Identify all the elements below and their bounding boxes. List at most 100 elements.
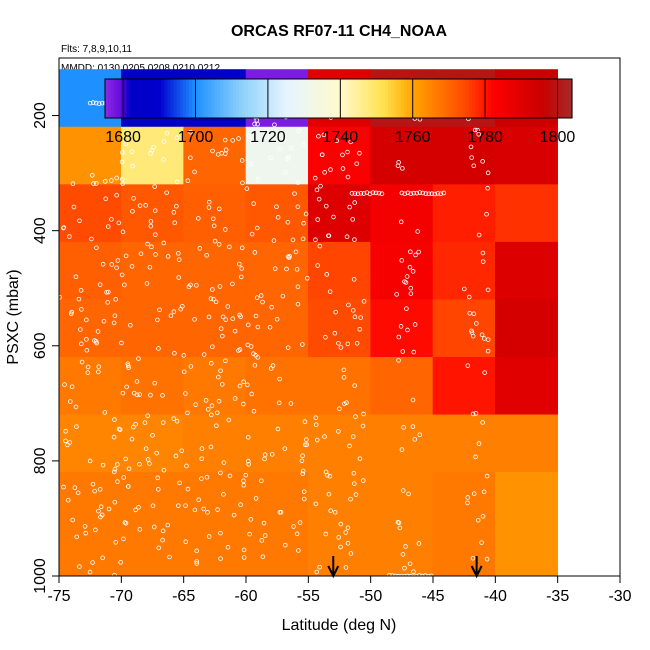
sample-point [215, 152, 221, 157]
sample-point [137, 527, 143, 532]
sample-point [323, 203, 329, 209]
sample-point [269, 304, 274, 310]
heatmap-cell-5-1 [121, 356, 184, 416]
colorbar-segment [282, 79, 287, 118]
sample-point [206, 199, 212, 205]
sample-point [165, 254, 171, 259]
sample-point [340, 152, 345, 158]
colorbar-segment [391, 79, 396, 118]
sample-point [143, 446, 149, 451]
colorbar-segment [466, 79, 470, 118]
sample-point [267, 324, 273, 330]
heatmap-cell-1-3 [245, 126, 309, 185]
colorbar-segment [335, 79, 340, 118]
heatmap-cell-2-7 [495, 184, 558, 243]
sample-point [216, 398, 222, 404]
colorbar-segment [332, 79, 336, 118]
sample-point [249, 231, 255, 237]
sample-point [395, 519, 401, 525]
colorbar-segment [329, 79, 333, 118]
sample-point [160, 420, 166, 425]
colorbar-segment [416, 79, 421, 118]
sample-point [272, 122, 277, 128]
sample-point [379, 191, 385, 197]
sample-point [285, 219, 291, 225]
heatmap-cell-1-7 [495, 126, 558, 185]
sample-point [113, 540, 119, 545]
sample-point [326, 491, 332, 497]
sample-point [328, 167, 333, 172]
sample-point [484, 211, 489, 217]
sample-point [184, 463, 189, 469]
sample-point [412, 322, 418, 327]
heatmap-cell-2-4 [308, 184, 371, 243]
colorbar-segment [453, 79, 458, 118]
colorbar-segment [419, 79, 424, 118]
heatmap-cell-2-3 [245, 184, 309, 243]
sample-point [319, 152, 325, 158]
heatmap-cell-6-2 [183, 414, 247, 473]
heatmap-cell-3-0 [58, 241, 122, 301]
sample-point [119, 176, 125, 182]
sample-point [465, 363, 471, 368]
colorbar-segment [313, 79, 318, 118]
colorbar-segment [428, 79, 433, 118]
sample-point [340, 166, 346, 171]
sample-point [69, 384, 75, 389]
colorbar-segment [531, 79, 536, 118]
sample-point [341, 375, 347, 380]
colorbar-segment [307, 79, 312, 118]
y-tick-label: 800 [32, 447, 49, 474]
colorbar-segment [568, 79, 573, 118]
sample-point [153, 252, 158, 257]
sample-point [296, 548, 301, 553]
sample-point [237, 383, 243, 389]
sample-point [199, 446, 205, 451]
y-axis: 200 400 600 800 1000 [32, 102, 59, 594]
sample-point [150, 433, 155, 438]
colorbar-segment [403, 79, 408, 118]
colorbar-segment [182, 79, 187, 118]
colorbar-segment [547, 79, 551, 118]
sample-point [316, 133, 321, 139]
sample-point [302, 442, 308, 448]
sample-point [112, 313, 118, 319]
sample-point [102, 410, 108, 415]
sample-point [131, 424, 136, 430]
sample-point [192, 507, 198, 513]
sample-point [227, 473, 233, 479]
sample-point [480, 159, 485, 164]
sample-point [410, 424, 416, 429]
sample-point [397, 525, 403, 531]
sample-point [331, 214, 336, 220]
sample-point [216, 374, 221, 380]
sample-point [352, 383, 357, 388]
sample-point [317, 243, 323, 249]
colorbar-segment [298, 79, 302, 118]
colorbar-segment [410, 79, 414, 118]
sample-point [354, 161, 359, 167]
colorbar-segment [139, 79, 143, 118]
sample-point [255, 177, 261, 182]
colorbar-segment [326, 79, 330, 118]
sample-point [407, 264, 413, 270]
sample-point [152, 184, 157, 189]
colorbar-tick-label: 1720 [250, 129, 286, 146]
sample-point [360, 478, 366, 483]
colorbar-segment [528, 79, 533, 118]
colorbar-segment [229, 79, 234, 118]
sample-point [429, 191, 435, 196]
sample-point [84, 347, 90, 353]
colorbar-segment [456, 79, 461, 118]
heatmap-cell-6-7 [495, 414, 558, 473]
colorbar-segment [500, 79, 505, 118]
sample-point [338, 544, 343, 550]
sample-point [174, 418, 180, 424]
sample-point [280, 293, 286, 299]
colorbar-segment [105, 79, 109, 118]
sample-point [214, 410, 220, 416]
sample-point [313, 422, 319, 427]
colorbar-segment [263, 79, 268, 118]
sample-point [327, 473, 333, 479]
